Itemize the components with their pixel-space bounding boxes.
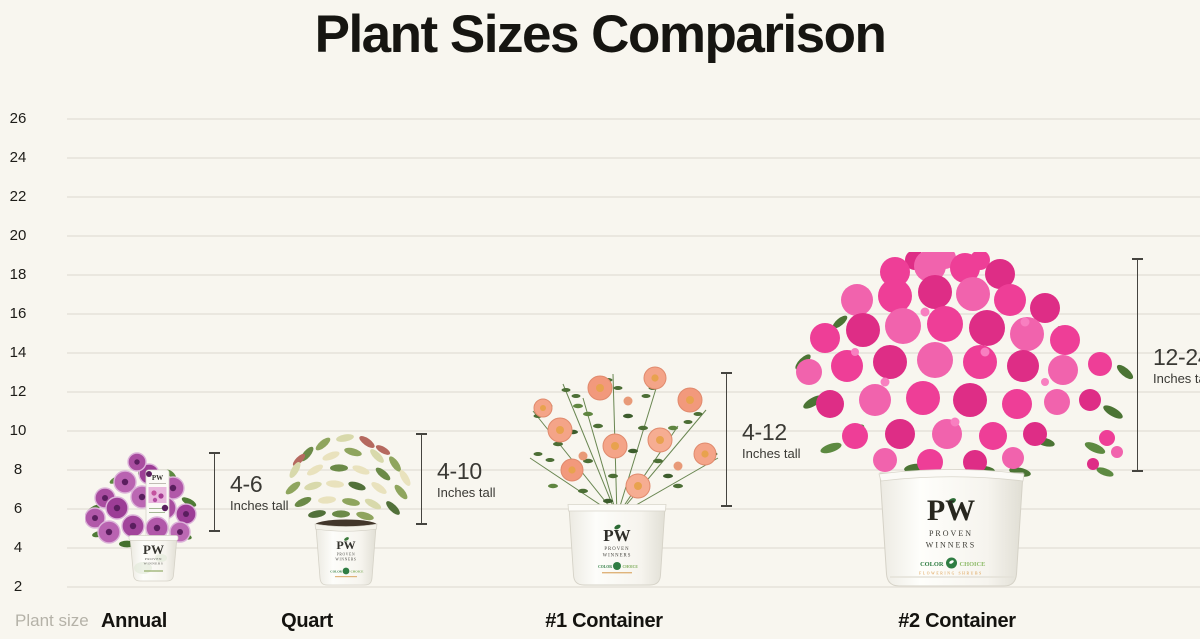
y-tick-label: 10: [9, 422, 27, 439]
gridline: [67, 313, 1200, 315]
gridline: [67, 274, 1200, 276]
pot-color-line2: CHOICE: [960, 561, 986, 568]
pot-logo: PW: [603, 526, 630, 545]
weigela-plant-illustration: PW PROVEN WINNERS COLOR CHOICE FLOWERING…: [795, 247, 1134, 587]
weigela-bloom-mass: [796, 247, 1123, 475]
y-tick-label: 6: [13, 500, 23, 517]
measure-range: 4-6: [230, 471, 263, 497]
measure-range: 12-24: [1153, 344, 1200, 370]
container1-pot: PW PROVEN WINNERS COLOR CHOICE: [567, 504, 667, 586]
y-tick-label: 24: [9, 149, 27, 166]
quart-plant-photo: PW PROVEN WINNERS COLOR CHOICE: [283, 430, 418, 587]
measure-container1: 4-12 Inches tall: [721, 372, 801, 507]
gridline: [67, 469, 1200, 471]
measure-caption: Inches tall: [1153, 371, 1200, 386]
container2-pot: PW PROVEN WINNERS COLOR CHOICE FLOWERING…: [878, 469, 1025, 587]
pot-color-line2: CHOICE: [351, 570, 364, 574]
y-tick-label: 26: [9, 110, 27, 127]
gridline: [67, 430, 1200, 432]
y-tick-label: 4: [13, 539, 23, 556]
pot-brand-line2: WINNERS: [144, 562, 164, 566]
y-tick-label: 14: [9, 344, 27, 361]
gridline: [67, 586, 1200, 588]
rose-plant-illustration: PW PROVEN WINNERS COLOR CHOICE: [529, 366, 719, 586]
variegated-shrub-illustration: PW PROVEN WINNERS COLOR CHOICE: [285, 434, 411, 586]
measure-caption: Inches tall: [437, 485, 496, 500]
gridline: [67, 196, 1200, 198]
y-tick-label: 22: [9, 188, 27, 205]
measure-line: [721, 372, 732, 507]
measure-line: [209, 452, 220, 532]
y-tick-label: 12: [9, 383, 27, 400]
weigela-bloom-highlights: [851, 307, 1049, 427]
pot-logo: PW: [143, 542, 164, 557]
pot-brand-line2: WINNERS: [335, 558, 356, 562]
pot-color-line1: COLOR: [330, 570, 342, 574]
y-tick-label: 16: [9, 305, 27, 322]
measure-caption: Inches tall: [230, 498, 289, 513]
gridline: [67, 235, 1200, 237]
measure-annual: 4-6 Inches tall: [209, 452, 289, 532]
measure-label: 12-24 Inches tall: [1153, 344, 1200, 386]
pot-tagline: FLOWERING SHRUBS: [919, 572, 983, 576]
measure-line: [1132, 258, 1143, 472]
measure-container2: 12-24 Inches tall: [1132, 258, 1200, 472]
gridline: [67, 352, 1200, 354]
pot-brand-line1: PROVEN: [604, 547, 629, 552]
measure-label: 4-10 Inches tall: [437, 458, 496, 500]
y-tick-label: 2: [13, 578, 23, 595]
measure-quart: 4-10 Inches tall: [416, 433, 496, 525]
annual-pot: PW PROVEN WINNERS: [128, 535, 179, 582]
x-axis-title: Plant size: [15, 611, 89, 630]
container2-plant-photo: PW PROVEN WINNERS COLOR CHOICE FLOWERING…: [795, 247, 1135, 590]
pw-leaf-mark: [344, 537, 349, 541]
quart-pot: PW PROVEN WINNERS COLOR CHOICE: [314, 519, 378, 586]
measure-range: 4-10: [437, 458, 482, 484]
category-label-quart: Quart: [281, 610, 333, 632]
rose-bloom-centers: [540, 374, 709, 490]
gridline: [67, 157, 1200, 159]
pw-leaf-mark: [614, 524, 621, 530]
color-choice-emblem: [342, 567, 350, 575]
tag-logo: PW: [152, 474, 163, 482]
color-choice-emblem: [613, 562, 621, 570]
measure-label: 4-12 Inches tall: [742, 419, 801, 461]
petunia-plant-illustration: PW: [84, 452, 197, 582]
pot-brand-line1: PROVEN: [337, 553, 356, 557]
rose-buds: [578, 396, 683, 471]
measure-range: 4-12: [742, 418, 787, 445]
measure-line: [416, 433, 427, 525]
measure-caption: Inches tall: [742, 445, 801, 461]
y-tick-label: 8: [13, 461, 23, 478]
container1-plant-photo: PW PROVEN WINNERS COLOR CHOICE: [518, 366, 730, 588]
pot-logo: PW: [927, 494, 975, 527]
gridline: [67, 391, 1200, 393]
pot-brand-line1: PROVEN: [929, 529, 973, 538]
variegated-foliage: [285, 434, 411, 521]
y-tick-label: 18: [9, 266, 27, 283]
pot-logo: PW: [336, 538, 355, 552]
pot-brand-line2: WINNERS: [603, 554, 632, 559]
pot-color-line1: COLOR: [598, 565, 612, 569]
category-label-container2: #2 Container: [898, 610, 1016, 632]
pot-color-line2: CHOICE: [623, 565, 639, 569]
pw-leaf-mark: [948, 498, 956, 504]
annual-plant-photo: PW: [84, 450, 197, 582]
pot-brand-line1: PROVEN: [145, 557, 162, 561]
y-tick-label: 20: [9, 227, 27, 244]
petunia-blooms-back: [84, 452, 197, 529]
pot-color-line1: COLOR: [920, 561, 944, 568]
pot-brand-line2: WINNERS: [926, 541, 976, 550]
gridline: [67, 118, 1200, 120]
chart-title: Plant Sizes Comparison: [314, 5, 887, 64]
measure-label: 4-6 Inches tall: [230, 471, 289, 513]
category-label-container1: #1 Container: [545, 610, 663, 632]
category-label-annual: Annual: [101, 610, 167, 632]
petunia-bloom-centers: [92, 459, 189, 536]
